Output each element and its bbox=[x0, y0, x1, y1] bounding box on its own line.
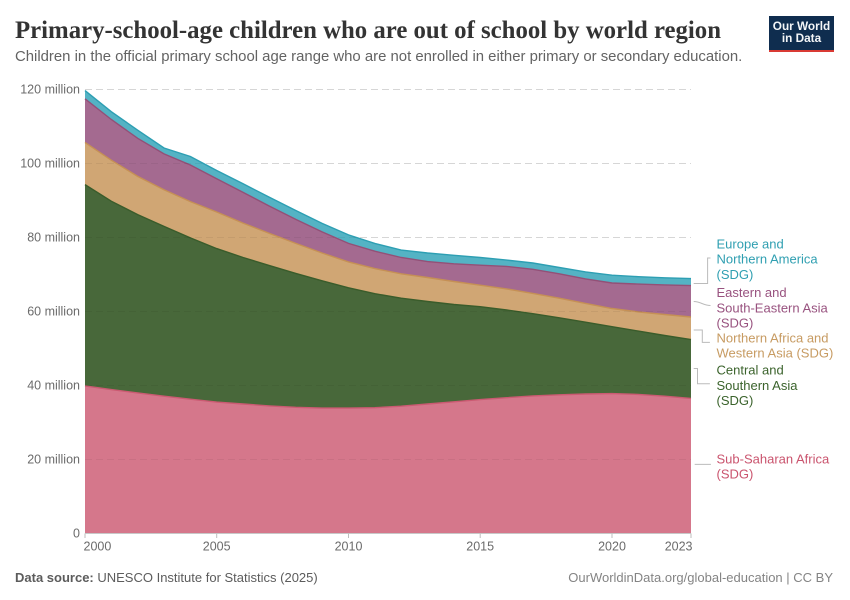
svg-text:Northern Africa and: Northern Africa and bbox=[717, 330, 829, 345]
svg-text:2010: 2010 bbox=[335, 540, 363, 554]
svg-text:2023: 2023 bbox=[665, 540, 693, 554]
svg-text:100 million: 100 million bbox=[20, 157, 80, 171]
svg-text:Sub-Saharan Africa: Sub-Saharan Africa bbox=[717, 451, 831, 466]
svg-text:(SDG): (SDG) bbox=[717, 393, 754, 408]
svg-text:(SDG): (SDG) bbox=[717, 316, 754, 331]
svg-text:2005: 2005 bbox=[203, 540, 231, 554]
svg-text:2020: 2020 bbox=[598, 540, 626, 554]
svg-text:40 million: 40 million bbox=[27, 379, 80, 393]
svg-text:0: 0 bbox=[73, 527, 80, 541]
svg-text:60 million: 60 million bbox=[27, 305, 80, 319]
svg-text:Western Asia (SDG): Western Asia (SDG) bbox=[717, 346, 834, 361]
svg-text:2000: 2000 bbox=[84, 540, 112, 554]
svg-text:Northern America: Northern America bbox=[717, 252, 819, 267]
svg-text:South-Eastern Asia: South-Eastern Asia bbox=[717, 300, 829, 315]
svg-text:Europe and: Europe and bbox=[717, 236, 784, 251]
svg-text:Southern Asia: Southern Asia bbox=[717, 378, 799, 393]
svg-text:(SDG): (SDG) bbox=[717, 467, 754, 482]
svg-text:Central and: Central and bbox=[717, 363, 784, 378]
svg-text:Eastern and: Eastern and bbox=[717, 285, 787, 300]
svg-text:(SDG): (SDG) bbox=[717, 267, 754, 282]
svg-text:80 million: 80 million bbox=[27, 231, 80, 245]
svg-text:20 million: 20 million bbox=[27, 453, 80, 467]
svg-text:120 million: 120 million bbox=[20, 83, 80, 97]
svg-text:2015: 2015 bbox=[466, 540, 494, 554]
